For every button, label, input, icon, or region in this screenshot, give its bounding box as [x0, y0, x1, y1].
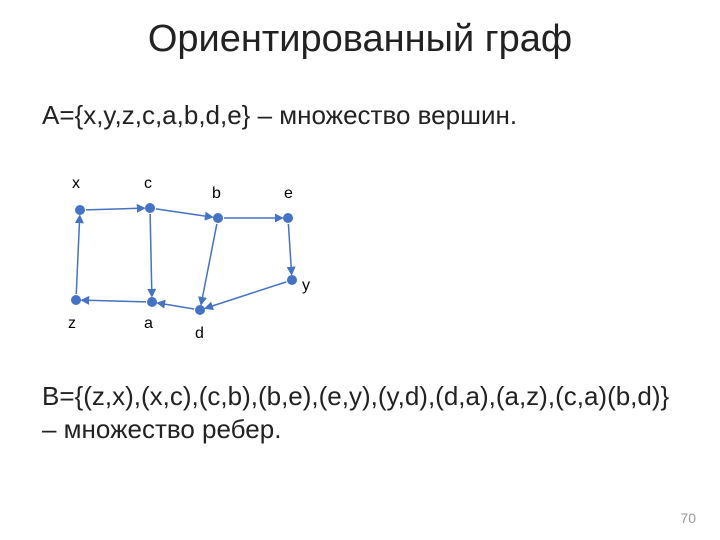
slide-title: Ориентированный граф: [0, 18, 720, 61]
edge-z-x: [76, 216, 79, 294]
directed-graph-diagram: x c b e z a d y: [40, 160, 360, 370]
node-label-z: z: [68, 315, 76, 332]
page-number: 70: [680, 510, 696, 526]
graph-svg: x c b e z a d y: [40, 160, 360, 370]
node-label-c: c: [144, 175, 152, 192]
edge-b-d: [201, 224, 217, 304]
edge-c-b: [156, 209, 212, 217]
edge-d-a: [158, 303, 194, 309]
node-c: [145, 203, 155, 213]
node-x: [75, 205, 85, 215]
edge-x-c: [86, 208, 144, 210]
node-a: [147, 297, 157, 307]
node-label-e: e: [284, 185, 293, 202]
node-z: [71, 295, 81, 305]
node-label-y: y: [302, 277, 310, 294]
edge-a-z: [82, 300, 146, 302]
node-label-a: a: [144, 315, 153, 332]
edge-set-text: B={(z,x),(x,c),(c,b),(b,e),(e,y),(y,d),(…: [42, 380, 682, 445]
node-d: [195, 305, 205, 315]
vertex-set-text: A={x,y,z,c,a,b,d,e} – множество вершин.: [42, 100, 517, 131]
edge-y-d: [206, 282, 287, 308]
node-label-d: d: [195, 325, 204, 342]
node-label-x: x: [72, 175, 80, 192]
slide: Ориентированный граф A={x,y,z,c,a,b,d,e}…: [0, 0, 720, 540]
node-label-b: b: [212, 185, 221, 202]
edge-c-a: [150, 214, 152, 296]
node-y: [287, 275, 297, 285]
node-b: [213, 213, 223, 223]
edge-e-y: [288, 224, 291, 274]
node-e: [283, 213, 293, 223]
